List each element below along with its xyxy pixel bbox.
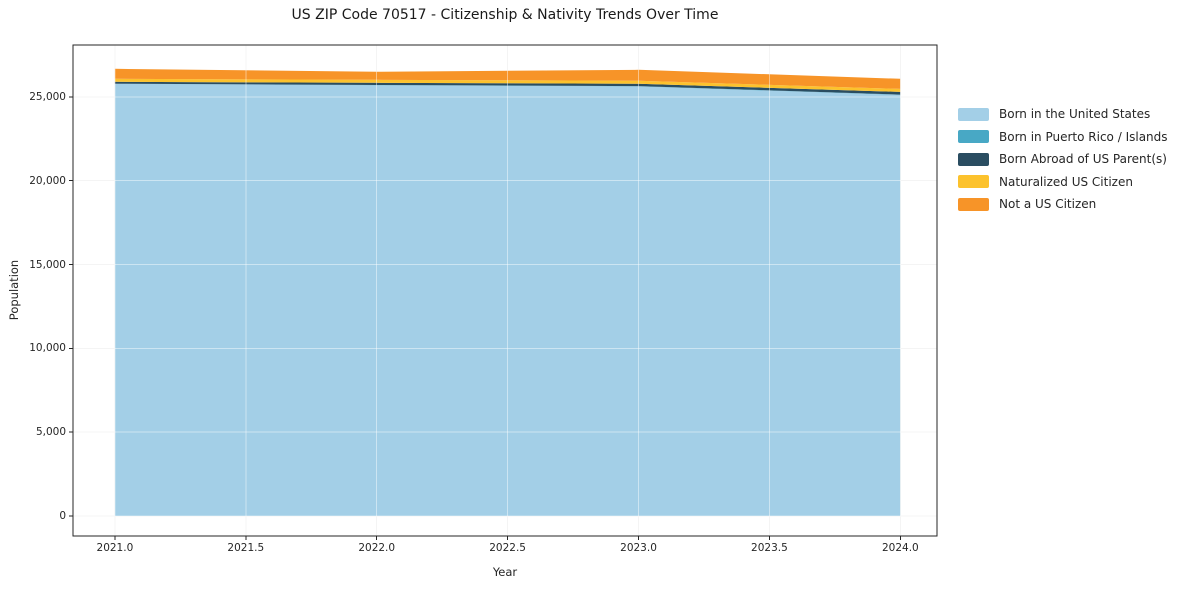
area-series-4 xyxy=(114,68,901,89)
x-axis-label: Year xyxy=(492,565,518,579)
x-tick-label: 2023.0 xyxy=(620,542,657,554)
legend-item: Born in Puerto Rico / Islands xyxy=(958,126,1168,149)
axes-spines xyxy=(72,44,938,537)
x-tick-label: 2021.5 xyxy=(227,542,265,554)
legend-label: Born in the United States xyxy=(999,107,1151,122)
y-tick-label: 10,000 xyxy=(29,342,66,355)
legend-swatch xyxy=(958,152,989,166)
x-tick-label: 2024.0 xyxy=(881,542,919,554)
y-tick-label: 5,000 xyxy=(35,426,66,439)
y-tick-label: 20,000 xyxy=(29,174,66,187)
legend-label: Not a US Citizen xyxy=(999,197,1097,212)
area-series-0 xyxy=(114,83,901,517)
x-tick-label: 2022.5 xyxy=(489,542,526,554)
legend-swatch xyxy=(958,197,989,211)
legend-label: Naturalized US Citizen xyxy=(999,174,1133,189)
legend-label: Born in Puerto Rico / Islands xyxy=(999,129,1168,144)
area-series-2 xyxy=(114,81,901,95)
y-tick-label: 0 xyxy=(59,510,66,522)
legend: Born in the United States Born in Puerto … xyxy=(958,103,1168,216)
legend-label: Born Abroad of US Parent(s) xyxy=(999,152,1167,167)
legend-swatch xyxy=(958,175,989,189)
y-tick-label: 15,000 xyxy=(29,258,66,271)
legend-item: Born in the United States xyxy=(958,103,1168,126)
x-tick-label: 2022.0 xyxy=(358,542,396,554)
chart-title: US ZIP Code 70517 - Citizenship & Nativi… xyxy=(291,7,719,23)
x-tick-label: 2021.0 xyxy=(96,542,134,554)
x-tick-label: 2023.5 xyxy=(751,542,788,554)
legend-swatch xyxy=(958,107,989,121)
legend-swatch xyxy=(958,130,989,144)
y-tick-label: 25,000 xyxy=(29,90,66,103)
legend-item: Not a US Citizen xyxy=(958,193,1168,216)
legend-item: Born Abroad of US Parent(s) xyxy=(958,148,1168,171)
legend-item: Naturalized US Citizen xyxy=(958,171,1168,194)
area-series-3 xyxy=(114,78,901,92)
